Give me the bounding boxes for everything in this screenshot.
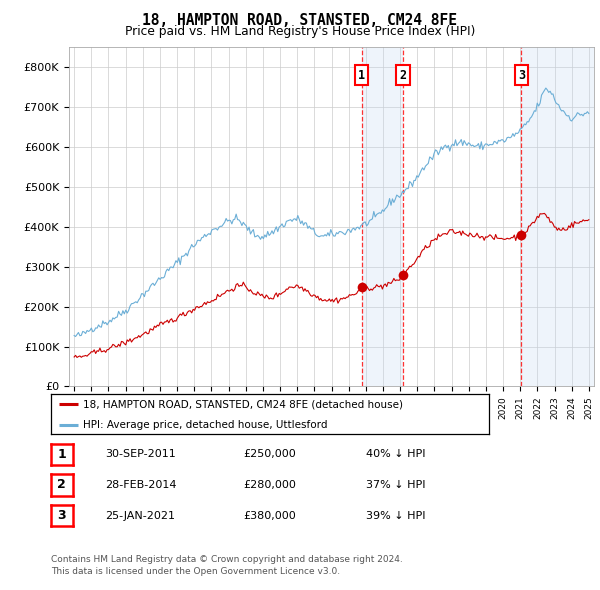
Text: 40% ↓ HPI: 40% ↓ HPI (366, 450, 425, 459)
Text: Price paid vs. HM Land Registry's House Price Index (HPI): Price paid vs. HM Land Registry's House … (125, 25, 475, 38)
Text: 18, HAMPTON ROAD, STANSTED, CM24 8FE (detached house): 18, HAMPTON ROAD, STANSTED, CM24 8FE (de… (83, 399, 403, 409)
Text: Contains HM Land Registry data © Crown copyright and database right 2024.
This d: Contains HM Land Registry data © Crown c… (51, 555, 403, 576)
Text: 1: 1 (58, 448, 66, 461)
Text: £380,000: £380,000 (243, 511, 296, 520)
Text: 39% ↓ HPI: 39% ↓ HPI (366, 511, 425, 520)
Text: 3: 3 (518, 68, 525, 81)
Text: £250,000: £250,000 (243, 450, 296, 459)
Text: 3: 3 (58, 509, 66, 522)
Text: 1: 1 (358, 68, 365, 81)
Text: 25-JAN-2021: 25-JAN-2021 (105, 511, 175, 520)
Text: 30-SEP-2011: 30-SEP-2011 (105, 450, 176, 459)
Text: 37% ↓ HPI: 37% ↓ HPI (366, 480, 425, 490)
Text: 2: 2 (400, 68, 407, 81)
Text: HPI: Average price, detached house, Uttlesford: HPI: Average price, detached house, Uttl… (83, 420, 327, 430)
Text: 18, HAMPTON ROAD, STANSTED, CM24 8FE: 18, HAMPTON ROAD, STANSTED, CM24 8FE (143, 13, 458, 28)
Bar (521, 47, 594, 386)
Text: 2: 2 (58, 478, 66, 491)
Text: 28-FEB-2014: 28-FEB-2014 (105, 480, 176, 490)
Bar (362, 47, 403, 386)
Text: £280,000: £280,000 (243, 480, 296, 490)
